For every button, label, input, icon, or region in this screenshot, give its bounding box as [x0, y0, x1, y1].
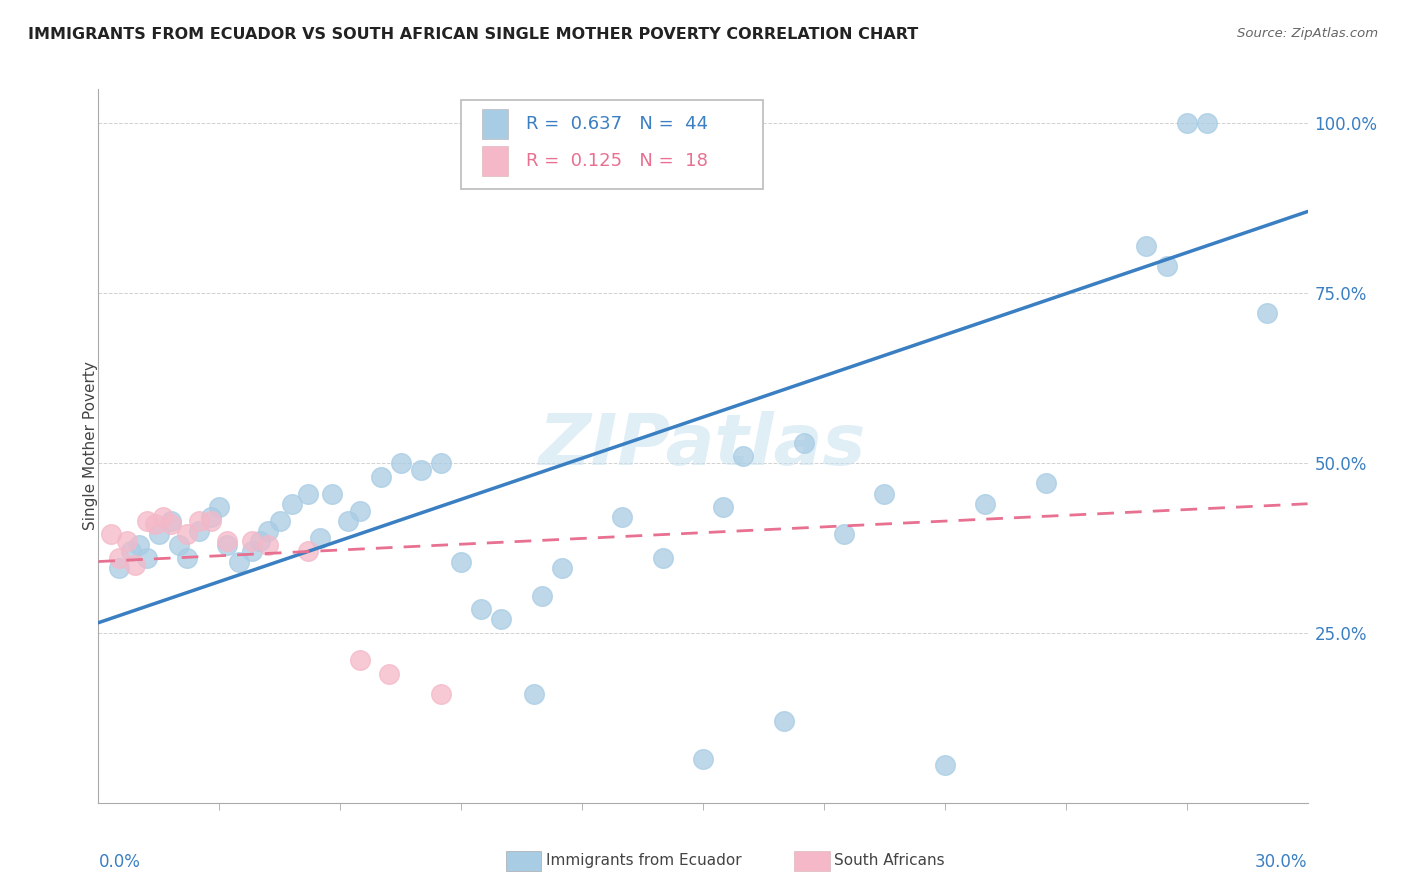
Point [128, 537, 150, 551]
Point [349, 503, 371, 517]
Point [430, 456, 453, 470]
Text: 30.0%: 30.0% [1256, 853, 1308, 871]
Text: ZIPatlas: ZIPatlas [540, 411, 866, 481]
Point [208, 500, 231, 515]
Point [832, 527, 855, 541]
Point [228, 555, 250, 569]
Point [297, 486, 319, 500]
Point [551, 561, 574, 575]
Point [115, 534, 138, 549]
Point [143, 517, 166, 532]
Point [772, 714, 794, 729]
Point [733, 449, 755, 463]
Point [249, 534, 271, 549]
Text: Immigrants from Ecuador: Immigrants from Ecuador [546, 854, 741, 868]
Point [160, 517, 183, 532]
Point [1195, 116, 1218, 130]
Point [321, 486, 343, 500]
FancyBboxPatch shape [461, 100, 763, 189]
Point [974, 497, 997, 511]
Point [337, 514, 360, 528]
Point [256, 524, 278, 538]
Y-axis label: Single Mother Poverty: Single Mother Poverty [83, 361, 97, 531]
Point [309, 531, 332, 545]
Point [793, 435, 815, 450]
Point [160, 514, 183, 528]
Point [124, 558, 146, 572]
Point [470, 602, 492, 616]
Point [217, 537, 239, 551]
Point [934, 758, 956, 772]
Point [530, 589, 553, 603]
Point [377, 666, 399, 681]
Text: IMMIGRANTS FROM ECUADOR VS SOUTH AFRICAN SINGLE MOTHER POVERTY CORRELATION CHART: IMMIGRANTS FROM ECUADOR VS SOUTH AFRICAN… [28, 27, 918, 42]
Point [256, 537, 278, 551]
Point [1156, 259, 1178, 273]
Point [1256, 306, 1278, 320]
Point [430, 687, 453, 701]
Point [176, 527, 198, 541]
Point [135, 551, 157, 566]
Text: R =  0.637   N =  44: R = 0.637 N = 44 [526, 115, 709, 133]
FancyBboxPatch shape [482, 145, 509, 176]
Point [167, 537, 190, 551]
Point [148, 527, 170, 541]
Point [100, 527, 122, 541]
Point [107, 561, 129, 575]
Point [240, 534, 263, 549]
Point [1175, 116, 1198, 130]
Point [152, 510, 174, 524]
Point [1135, 238, 1157, 252]
Point [873, 486, 896, 500]
Point [297, 544, 319, 558]
Point [612, 510, 634, 524]
Point [217, 534, 239, 549]
Point [450, 555, 472, 569]
Point [188, 524, 211, 538]
Point [200, 514, 222, 528]
Point [409, 463, 432, 477]
Point [389, 456, 412, 470]
Point [240, 544, 263, 558]
Point [176, 551, 198, 566]
Text: R =  0.125   N =  18: R = 0.125 N = 18 [526, 152, 709, 169]
Point [1035, 476, 1057, 491]
Point [188, 514, 211, 528]
Point [135, 514, 157, 528]
Point [711, 500, 734, 515]
Point [349, 653, 371, 667]
Text: South Africans: South Africans [834, 854, 945, 868]
Point [120, 544, 142, 558]
Point [692, 751, 714, 765]
Point [651, 551, 673, 566]
Text: Source: ZipAtlas.com: Source: ZipAtlas.com [1237, 27, 1378, 40]
Point [107, 551, 129, 566]
FancyBboxPatch shape [482, 109, 509, 139]
Point [269, 514, 291, 528]
Point [281, 497, 304, 511]
Text: 0.0%: 0.0% [98, 853, 141, 871]
Point [491, 612, 513, 626]
Point [200, 510, 222, 524]
Point [523, 687, 546, 701]
Point [370, 469, 392, 483]
